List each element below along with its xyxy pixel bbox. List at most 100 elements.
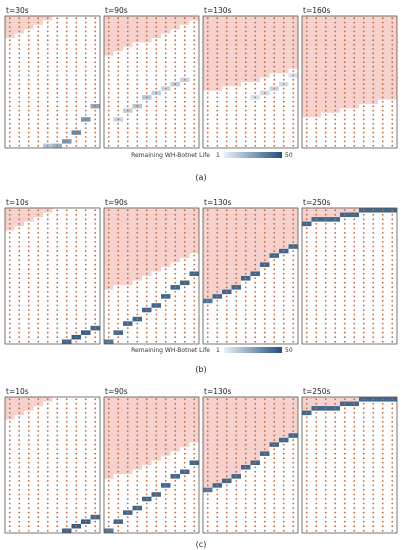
node-dot	[46, 407, 49, 410]
node-dot	[324, 39, 327, 42]
node-dot	[391, 416, 394, 419]
node-dot	[362, 213, 365, 216]
node-dot	[65, 331, 68, 334]
node-dot	[8, 227, 11, 230]
node-dot	[183, 286, 186, 289]
node-dot	[315, 529, 318, 532]
node-dot	[343, 245, 346, 248]
node-dot	[292, 434, 295, 437]
node-dot	[343, 398, 346, 401]
node-dot	[164, 309, 167, 311]
node-dot	[18, 109, 21, 112]
node-dot	[126, 83, 129, 86]
node-dot	[183, 268, 186, 271]
node-dot	[65, 136, 68, 138]
node-dot	[244, 136, 247, 138]
node-dot	[117, 227, 120, 230]
node-dot	[235, 83, 238, 86]
node-dot	[315, 254, 318, 257]
node-dot	[46, 114, 49, 116]
node-dot	[164, 457, 167, 460]
node-dot	[18, 26, 21, 28]
node-dot	[65, 281, 68, 284]
node-dot	[315, 232, 318, 234]
node-dot	[183, 83, 186, 86]
node-dot	[244, 268, 247, 271]
node-dot	[353, 259, 356, 262]
node-dot	[381, 439, 384, 441]
node-dot	[65, 489, 68, 491]
node-dot	[362, 277, 365, 280]
node-dot	[292, 484, 295, 487]
node-dot	[334, 17, 337, 20]
node-dot	[216, 430, 219, 432]
node-dot	[18, 272, 21, 275]
node-dot	[292, 30, 295, 33]
node-dot	[107, 92, 110, 94]
node-dot	[391, 313, 394, 316]
node-dot	[84, 114, 87, 116]
node-dot	[263, 322, 266, 325]
node-dot	[56, 241, 59, 243]
node-dot	[315, 61, 318, 64]
node-dot	[292, 65, 295, 68]
node-dot	[164, 105, 167, 108]
node-dot	[305, 30, 308, 33]
node-dot	[334, 313, 337, 316]
node-dot	[315, 48, 318, 50]
node-dot	[193, 434, 196, 437]
node-dot	[193, 502, 196, 505]
node-dot	[372, 232, 375, 234]
panel-title: t=10s	[6, 387, 29, 396]
node-dot	[94, 507, 97, 509]
node-dot	[362, 411, 365, 414]
node-dot	[216, 254, 219, 257]
node-dot	[263, 65, 266, 68]
node-dot	[305, 87, 308, 90]
node-dot	[263, 286, 266, 289]
node-dot	[381, 254, 384, 257]
node-dot	[37, 259, 40, 262]
node-dot	[84, 105, 87, 108]
node-dot	[183, 475, 186, 478]
node-dot	[343, 461, 346, 464]
node-dot	[235, 127, 238, 130]
node-dot	[235, 327, 238, 330]
node-dot	[305, 475, 308, 478]
node-dot	[84, 48, 87, 50]
node-dot	[56, 52, 59, 55]
node-dot	[324, 140, 327, 143]
node-dot	[107, 507, 110, 509]
node-dot	[362, 48, 365, 50]
node-dot	[391, 127, 394, 130]
node-dot	[381, 61, 384, 64]
node-dot	[305, 272, 308, 275]
node-dot	[164, 439, 167, 441]
node-dot	[65, 443, 68, 446]
node-dot	[225, 484, 228, 487]
node-dot	[37, 227, 40, 230]
node-dot	[206, 402, 209, 405]
node-dot	[381, 443, 384, 446]
node-dot	[84, 309, 87, 311]
node-dot	[155, 74, 158, 77]
node-dot	[235, 452, 238, 455]
node-dot	[18, 277, 21, 280]
node-dot	[372, 254, 375, 257]
node-dot	[8, 105, 11, 108]
node-dot	[391, 21, 394, 24]
node-dot	[27, 421, 30, 423]
node-dot	[324, 70, 327, 72]
node-dot	[244, 281, 247, 284]
node-dot	[391, 327, 394, 330]
node-dot	[155, 122, 158, 125]
node-dot	[216, 245, 219, 248]
node-dot	[273, 416, 276, 419]
node-dot	[254, 340, 257, 343]
node-dot	[65, 340, 68, 343]
node-dot	[193, 209, 196, 212]
node-dot	[94, 439, 97, 441]
node-dot	[145, 222, 148, 225]
node-dot	[27, 259, 30, 262]
